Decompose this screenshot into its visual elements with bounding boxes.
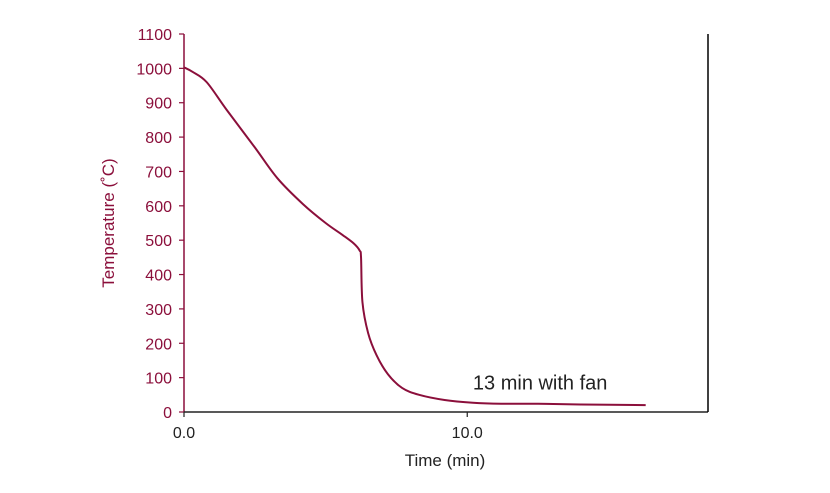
x-tick-label: 10.0 — [452, 425, 483, 442]
y-tick-label: 300 — [145, 302, 172, 319]
y-tick-label: 400 — [145, 268, 172, 285]
y-tick-label: 800 — [145, 130, 172, 147]
y-tick-label: 1000 — [136, 61, 172, 78]
y-axis-label: Temperature (˚C) — [99, 158, 118, 287]
y-tick-label: 900 — [145, 96, 172, 113]
annotation-label: 13 min with fan — [473, 373, 608, 395]
y-tick-label: 1100 — [138, 27, 173, 44]
y-tick-label: 600 — [145, 199, 172, 216]
y-tick-label: 200 — [145, 336, 172, 353]
x-axis: 0.0 10.0 — [173, 34, 709, 442]
series-line — [183, 66, 646, 407]
y-tick-label: 0 — [163, 405, 172, 422]
y-tick-label: 700 — [145, 164, 172, 181]
series-layer — [183, 66, 646, 407]
x-tick-label: 0.0 — [173, 425, 195, 442]
x-axis-label: Time (min) — [405, 451, 486, 470]
y-tick-label: 100 — [145, 371, 172, 388]
y-axis: 0 100 200 300 400 500 600 700 800 900 1000 1100 — [136, 27, 185, 422]
y-tick-label: 500 — [145, 233, 172, 250]
